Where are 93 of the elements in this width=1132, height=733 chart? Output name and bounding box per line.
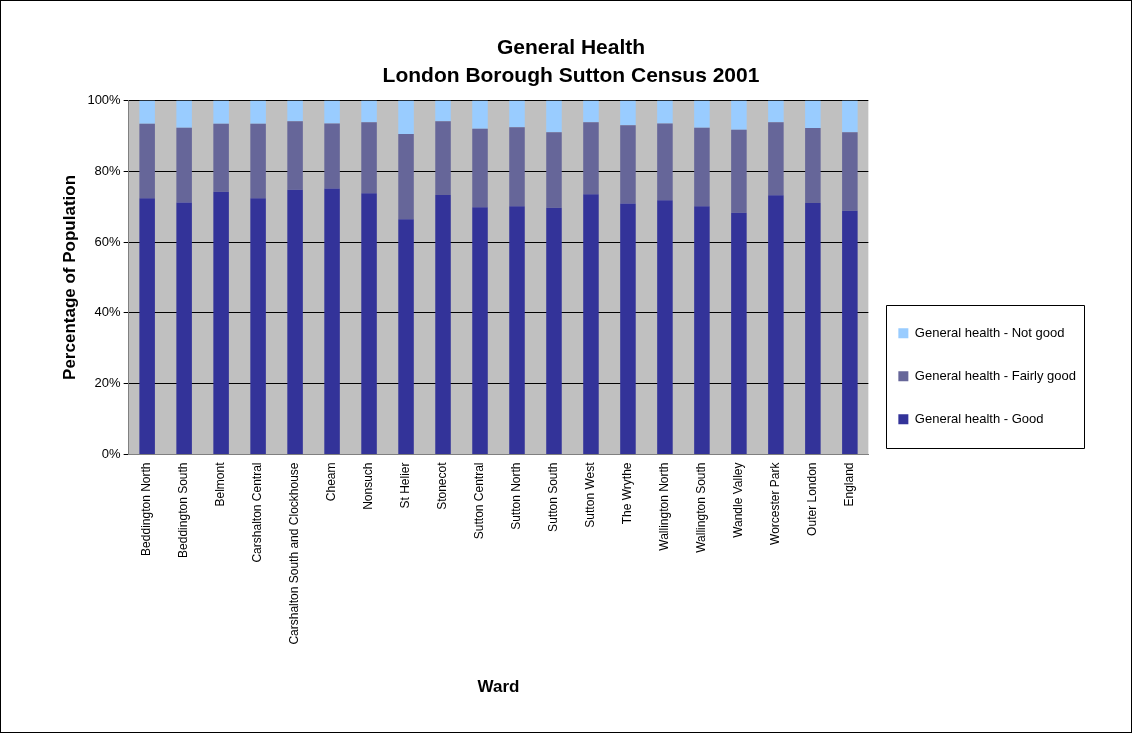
x-tick-label: Stonecot: [435, 461, 450, 510]
bar: [620, 125, 636, 204]
y-tick-label: 0%: [101, 446, 122, 462]
bar: [768, 195, 784, 454]
x-tick-label: Outer London: [805, 462, 820, 536]
bar: [213, 191, 229, 454]
x-tick-label: Carshalton Central: [250, 462, 265, 563]
x-tick-label: Sutton South: [546, 462, 561, 532]
x-tick-label: England: [842, 462, 857, 507]
x-tick-label: St Helier: [398, 462, 413, 509]
bar: [509, 100, 525, 128]
bar: [768, 122, 784, 196]
x-tick-label: Wandle Valley: [731, 462, 746, 538]
bar: [657, 200, 673, 454]
bar: [435, 121, 451, 195]
bar: [731, 129, 747, 213]
bar: [139, 123, 155, 199]
bar: [435, 194, 451, 454]
bar: [768, 100, 784, 123]
bar: [842, 210, 858, 454]
bar: [472, 100, 488, 129]
legend-label: General health - Good: [914, 410, 1044, 426]
x-tick-label: The Wrythe: [620, 462, 635, 525]
x-tick-label: Beddington North: [139, 462, 154, 556]
bar: [287, 189, 303, 454]
bar: [805, 128, 821, 204]
bar: [361, 193, 377, 454]
bar: [213, 100, 229, 124]
y-tick-label: 100%: [87, 91, 122, 107]
x-tick-label: Sutton West: [583, 461, 598, 528]
bar: [694, 100, 710, 128]
y-axis-title: Percentage of Population: [59, 174, 79, 380]
bar: [731, 212, 747, 454]
bar: [139, 198, 155, 454]
bar: [324, 100, 340, 124]
bar: [176, 127, 192, 203]
bar: [620, 203, 636, 454]
bar: [657, 123, 673, 201]
legend-label: General health - Not good: [914, 324, 1065, 340]
bar: [250, 198, 266, 454]
bar: [250, 100, 266, 124]
bar: [139, 100, 155, 124]
bar: [398, 100, 414, 135]
x-tick-label: Worcester Park: [768, 461, 783, 545]
bar: [509, 206, 525, 454]
bar: [620, 100, 636, 126]
y-tick-label: 40%: [94, 304, 122, 320]
bar: [398, 219, 414, 454]
bar: [509, 127, 525, 207]
chart-subtitle: London Borough Sutton Census 2001: [382, 62, 760, 86]
bar: [361, 100, 377, 123]
bar: [546, 100, 562, 133]
x-tick-label: Belmont: [213, 461, 228, 507]
bar: [176, 100, 192, 128]
bar: [287, 121, 303, 190]
bar: [546, 207, 562, 454]
bar: [472, 207, 488, 454]
bar: [694, 206, 710, 454]
bar: [694, 127, 710, 207]
x-tick-label: Cheam: [324, 462, 339, 502]
bar: [731, 100, 747, 130]
bar: [250, 123, 266, 199]
chart-title: General Health: [496, 35, 646, 59]
bar: [583, 122, 599, 195]
bar: [583, 194, 599, 454]
bar: [472, 128, 488, 208]
bar: [213, 123, 229, 192]
y-tick-label: 80%: [94, 162, 122, 178]
x-axis-title: Ward: [477, 677, 520, 697]
bar: [435, 100, 451, 122]
x-tick-label: Sutton Central: [472, 462, 487, 540]
bar: [324, 123, 340, 189]
x-tick-label: Nonsuch: [361, 462, 376, 510]
bar: [805, 203, 821, 454]
bar: [583, 100, 599, 123]
bar: [842, 100, 858, 133]
bar: [546, 132, 562, 208]
bar: [361, 122, 377, 194]
bar: [805, 100, 821, 129]
x-tick-label: Beddington South: [176, 462, 191, 558]
bar: [842, 132, 858, 211]
x-tick-label: Carshalton South and Clockhouse: [287, 462, 302, 645]
x-tick-label: Sutton North: [509, 462, 524, 530]
bar: [398, 134, 414, 220]
y-tick-label: 60%: [94, 233, 122, 249]
legend-label: General health - Fairly good: [914, 367, 1077, 383]
x-tick-label: Wallington North: [657, 462, 672, 551]
bar: [176, 202, 192, 454]
y-tick-label: 20%: [94, 375, 122, 391]
x-tick-label: Wallington South: [694, 462, 709, 553]
bar: [287, 100, 303, 122]
bar: [324, 188, 340, 454]
bar: [657, 100, 673, 124]
